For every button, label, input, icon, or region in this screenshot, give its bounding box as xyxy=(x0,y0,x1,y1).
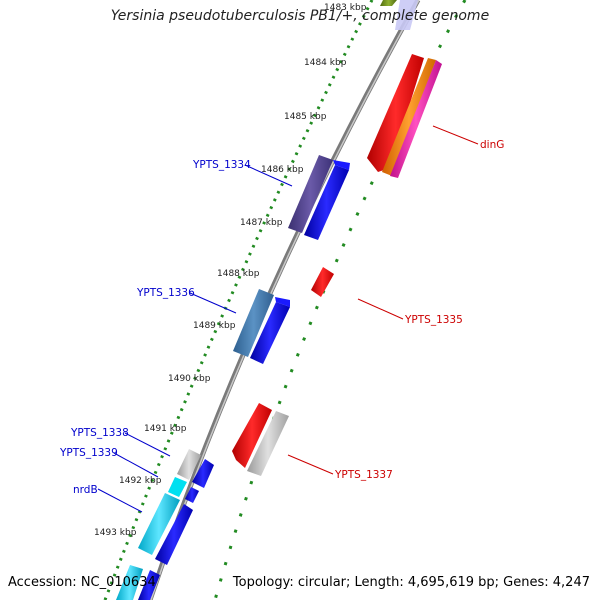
gene-arrow-YPTS_1335[interactable] xyxy=(311,267,334,297)
gene-block-YPTS_1336[interactable] xyxy=(233,289,274,357)
accession-label: Accession: NC_010634 xyxy=(8,575,156,590)
gene-arrow-nrdB[interactable] xyxy=(155,504,193,565)
gene-block-YPTS_1334[interactable] xyxy=(288,155,333,233)
gene-arrow-YPTS_1336[interactable] xyxy=(250,302,290,364)
tick-label: 1485 kbp xyxy=(284,112,327,122)
gene-label-YPTS_1334[interactable]: YPTS_1334 xyxy=(192,159,251,171)
gene-arrow-dinG-orange[interactable] xyxy=(382,58,436,176)
leader-dinG xyxy=(432,125,479,145)
tick-label: 1483 kbp xyxy=(324,3,367,13)
gene-feature-top-olive[interactable] xyxy=(380,0,397,6)
tick-label: 1492 kbp xyxy=(119,476,162,486)
tick-label: 1489 kbp xyxy=(193,321,236,331)
tick-label: 1490 kbp xyxy=(168,374,211,384)
gene-block-YPTS_1338[interactable] xyxy=(177,449,201,480)
map-title: Yersinia pseudotuberculosis PB1/+, compl… xyxy=(110,8,490,24)
gene-label-YPTS_1338[interactable]: YPTS_1338 xyxy=(70,427,129,439)
gene-labels: dinG YPTS_1334 YPTS_1335 YPTS_1336 YPTS_… xyxy=(59,139,504,496)
gene-block-bottom-cyan[interactable] xyxy=(116,565,143,600)
tick-ring-inner xyxy=(103,0,374,600)
gene-arrow-YPTS_1337-gray[interactable] xyxy=(247,411,289,476)
gene-label-YPTS_1335[interactable]: YPTS_1335 xyxy=(404,314,463,326)
gene-YPTS_1334[interactable] xyxy=(288,155,350,240)
gene-label-dinG[interactable]: dinG xyxy=(480,139,504,151)
leader-YPTS_1338 xyxy=(124,432,171,457)
gene-arrow-YPTS_1338[interactable] xyxy=(192,459,214,488)
gene-arrow-dinG[interactable] xyxy=(367,54,424,172)
leader-YPTS_1334 xyxy=(244,164,293,187)
tick-label: 1493 kbp xyxy=(94,528,137,538)
label-leader-lines xyxy=(97,125,479,513)
gene-dinG[interactable] xyxy=(367,54,442,178)
gene-feature-top-lavender[interactable] xyxy=(395,0,418,30)
gene-label-nrdB[interactable]: nrdB xyxy=(73,484,98,496)
gene-arrowhead-YPTS_1334[interactable] xyxy=(333,160,350,170)
tick-label: 1491 kbp xyxy=(144,424,187,434)
gene-block-nrdB[interactable] xyxy=(138,493,180,555)
gene-block-YPTS_1339[interactable] xyxy=(168,477,187,497)
tick-label: 1486 kbp xyxy=(261,165,304,175)
gene-arrow-YPTS_1339[interactable] xyxy=(185,487,199,503)
tick-label: 1487 kbp xyxy=(240,218,283,228)
leader-YPTS_1337 xyxy=(287,454,334,475)
tick-ring-outer xyxy=(213,0,467,600)
tick-label: 1484 kbp xyxy=(304,58,347,68)
gene-YPTS_1337[interactable] xyxy=(232,403,289,476)
gene-arrow-dinG-pink[interactable] xyxy=(390,60,442,178)
gene-arrow-bottom-blue[interactable] xyxy=(138,570,160,600)
gene-label-YPTS_1336[interactable]: YPTS_1336 xyxy=(136,287,195,299)
gene-arrow-YPTS_1334[interactable] xyxy=(304,165,349,240)
leader-YPTS_1335 xyxy=(357,298,404,320)
genome-summary: Topology: circular; Length: 4,695,619 bp… xyxy=(232,575,590,590)
gene-arrow-YPTS_1337-red[interactable] xyxy=(232,403,272,468)
gene-label-YPTS_1337[interactable]: YPTS_1337 xyxy=(334,469,393,481)
kbp-tick-labels: 1483 kbp 1484 kbp 1485 kbp 1486 kbp 1487… xyxy=(94,3,367,538)
leader-YPTS_1339 xyxy=(113,452,159,478)
gene-label-YPTS_1339[interactable]: YPTS_1339 xyxy=(59,447,118,459)
gene-arrowhead-YPTS_1336[interactable] xyxy=(275,297,290,307)
leader-nrdB xyxy=(97,488,143,513)
gene-cluster-bottom[interactable] xyxy=(116,449,214,600)
tick-label: 1488 kbp xyxy=(217,269,260,279)
gene-YPTS_1336[interactable] xyxy=(233,289,290,364)
leader-YPTS_1336 xyxy=(189,292,237,314)
